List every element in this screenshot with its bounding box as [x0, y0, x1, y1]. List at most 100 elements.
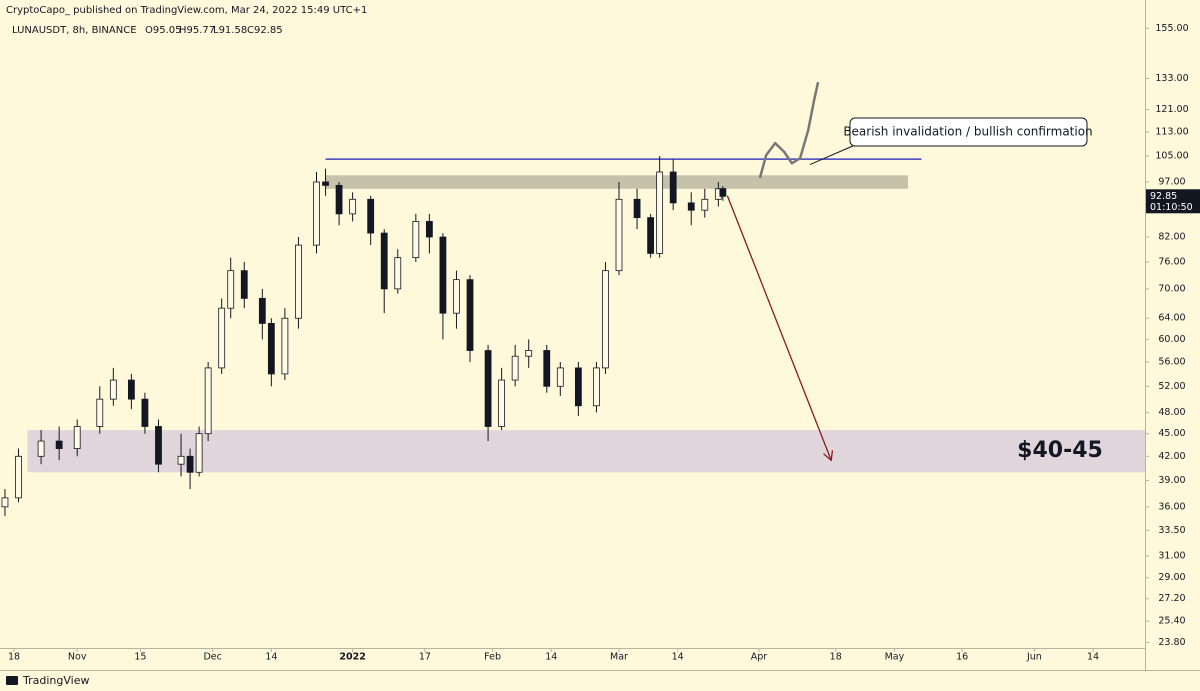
y-tick-label: 121.00 [1155, 104, 1188, 115]
y-tick-label: 45.00 [1158, 428, 1185, 439]
y-tick-label: 27.20 [1158, 593, 1185, 604]
last-price-label: 92.85 [1150, 191, 1177, 202]
candle-body [412, 221, 420, 259]
candle-body [466, 279, 474, 351]
support-label: $40-45 [1017, 438, 1103, 463]
candle-body [593, 367, 600, 407]
candle-body [633, 198, 641, 219]
candle-body [615, 198, 623, 272]
support-zone [27, 430, 1145, 473]
y-tick-label: 23.80 [1158, 637, 1185, 648]
y-tick-label: 60.00 [1158, 334, 1185, 345]
y-tick-label: 29.00 [1158, 572, 1185, 583]
ohlc-label: O95.05 [145, 25, 182, 36]
candle-body [556, 367, 564, 387]
footer-text: TradingView [22, 674, 89, 687]
candle-body [439, 236, 447, 314]
candle-body [656, 171, 664, 254]
candle-body [453, 279, 460, 314]
candle-body [1, 497, 9, 508]
candle-body [719, 188, 727, 197]
ohlc-label: L91.58 [213, 25, 247, 36]
x-tick-label: Apr [751, 652, 768, 663]
candle-body [295, 244, 302, 319]
arrow-head [823, 450, 834, 462]
x-tick-label: Nov [68, 652, 87, 663]
candle-body [380, 232, 388, 290]
y-tick-label: 155.00 [1155, 23, 1188, 34]
candle-body [511, 355, 519, 381]
candle-body [484, 350, 492, 427]
candle-body [647, 217, 655, 254]
x-tick-label: May [885, 652, 905, 663]
candle-body [498, 379, 506, 427]
y-tick-label: 39.00 [1158, 475, 1185, 486]
y-tick-label: 64.00 [1158, 313, 1185, 324]
candle-body [15, 455, 22, 499]
x-tick-label: 15 [134, 652, 146, 663]
callout-text: Bearish invalidation / bullish confirmat… [843, 125, 1092, 139]
header: CryptoCapo_ published on TradingView.com… [6, 5, 367, 16]
y-tick-label: 97.00 [1158, 176, 1185, 187]
y-tick-label: 82.00 [1158, 232, 1185, 243]
x-tick-label: 17 [419, 652, 431, 663]
projection-path [758, 81, 820, 179]
y-tick-label: 36.00 [1158, 501, 1185, 512]
x-tick-label: Jun [1026, 652, 1042, 663]
candle-body [218, 307, 226, 369]
y-tick-label: 70.00 [1158, 283, 1185, 294]
x-tick-label: 14 [265, 652, 277, 663]
candle-body [96, 398, 104, 427]
candle-body [701, 198, 709, 211]
last-price-tag [1146, 189, 1200, 214]
candle-body [543, 350, 551, 387]
candle-body [186, 455, 194, 473]
y-tick-label: 113.00 [1155, 126, 1188, 137]
resistance-zone [325, 175, 908, 189]
arrow-shaft [726, 195, 832, 461]
candle-body [204, 367, 212, 435]
y-tick-label: 31.00 [1158, 550, 1185, 561]
callout-connector [809, 144, 856, 165]
candle-body [669, 171, 677, 204]
candle-body [177, 455, 185, 465]
candle-body [367, 198, 375, 234]
candle-body [574, 367, 582, 407]
candle-body [602, 270, 609, 369]
candle-body [73, 426, 81, 449]
candle-body [141, 398, 149, 427]
x-tick-label: 2022 [339, 652, 365, 663]
callout-box [849, 117, 1088, 147]
plot-area [1, 81, 1145, 517]
ohlc-label: C92.85 [247, 25, 283, 36]
candle-body [281, 317, 289, 375]
candle-body [127, 379, 135, 400]
y-tick-label: 25.40 [1158, 616, 1185, 627]
x-tick-label: Dec [203, 652, 221, 663]
candle-body [425, 221, 433, 238]
footer-logo [6, 676, 18, 685]
candle-body [227, 270, 235, 309]
y-tick-label: 52.00 [1158, 381, 1185, 392]
candle-body [195, 433, 203, 473]
candle-body [109, 379, 117, 400]
y-tick-label: 48.00 [1158, 407, 1185, 418]
candle-body [313, 181, 320, 246]
legend: LUNAUSDT, 8h, BINANCE [12, 25, 137, 36]
x-tick-label: 14 [672, 652, 684, 663]
candle-body [335, 184, 343, 215]
y-tick-label: 33.50 [1158, 525, 1185, 536]
y-tick-label: 56.00 [1158, 357, 1185, 368]
candle-body [258, 297, 266, 324]
candle-body [37, 440, 45, 457]
candle-body [349, 198, 357, 215]
ohlc-label: H95.77 [179, 25, 215, 36]
y-tick-label: 76.00 [1158, 256, 1185, 267]
y-tick-label: 133.00 [1155, 73, 1188, 84]
x-tick-label: 14 [545, 652, 557, 663]
candle-body [687, 202, 695, 211]
y-tick-label: 105.00 [1155, 150, 1188, 161]
footer-bar [0, 670, 1200, 691]
